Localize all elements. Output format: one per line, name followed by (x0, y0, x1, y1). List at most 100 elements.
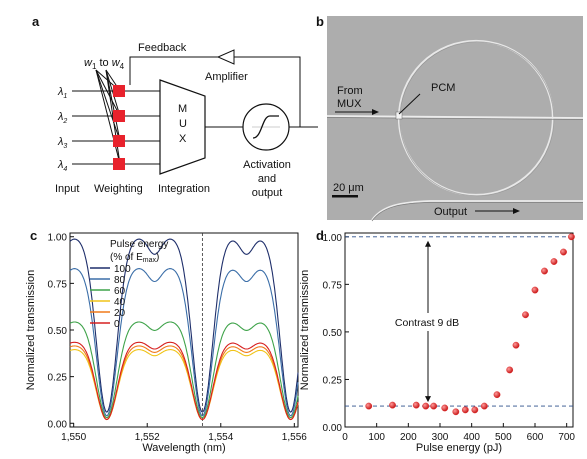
weight-square-3 (113, 135, 125, 147)
c-legend-label-40: 40 (114, 297, 126, 308)
contrast-label-bg (389, 313, 467, 331)
d-xtick-label: 300 (432, 432, 449, 443)
d-ytick-label: 0.75 (323, 280, 343, 291)
d-point (365, 402, 373, 410)
input-wavelengths: λ1 λ2 λ3 λ4 (57, 86, 67, 173)
from-label: From (337, 85, 363, 97)
d-point (422, 402, 430, 410)
lambda-3: λ3 (57, 136, 67, 150)
c-legend-label-80: 80 (114, 275, 126, 286)
mux-letter-m: M (178, 103, 187, 115)
c-series-0 (69, 341, 299, 421)
panel-label-a: a (32, 14, 40, 29)
plot-c-frame (69, 232, 299, 428)
c-xtick-label: 1,556 (282, 432, 307, 443)
lambda-4: λ4 (57, 159, 67, 173)
activation-label: Activation (243, 159, 291, 171)
output-waveguide-shadow (371, 202, 583, 222)
d-point (480, 402, 488, 410)
d-point (512, 341, 520, 349)
weight-square-4 (113, 158, 125, 170)
weight-square-1 (113, 85, 125, 97)
c-xtick-label: 1,554 (208, 432, 233, 443)
bus-waveguide (326, 115, 584, 119)
input-label: Input (55, 183, 79, 195)
c-legend-label-100: 100 (114, 264, 131, 275)
d-point (412, 401, 420, 409)
c-ytick-label: 1.00 (48, 233, 68, 244)
d-point (560, 248, 567, 256)
weight-square-2 (113, 110, 125, 122)
pcm-cell (395, 111, 403, 120)
d-point (568, 233, 575, 241)
c-series-60 (69, 321, 299, 419)
d-ytick-label: 1.00 (323, 233, 343, 244)
d-point (430, 402, 438, 410)
d-xtick-label: 200 (400, 432, 417, 443)
d-point (531, 286, 539, 294)
c-xtick-label: 1,552 (135, 432, 160, 443)
legend-subtitle: (% of Emax) (110, 252, 159, 264)
plot-d-ylabel: Normalized transmission (299, 270, 311, 390)
pcm-pointer (398, 93, 421, 115)
plot-c-ylabel: Normalized transmission (25, 270, 37, 390)
c-ytick-label: 0.25 (48, 373, 68, 384)
d-point (493, 391, 501, 399)
from-mux-arrowhead (372, 109, 379, 115)
d-point (471, 406, 479, 414)
weights-label: w1 to w4 (84, 57, 125, 71)
output-label-b: Output (434, 206, 467, 218)
c-legend-label-20: 20 (114, 308, 126, 319)
mux-label: MUX (337, 98, 362, 110)
d-xtick-label: 500 (495, 432, 512, 443)
plot-c-ticks: 0.00 0.25 0.50 0.75 1.00 1,550 1,552 1,554 1,556 (48, 233, 308, 443)
feedback-label: Feedback (138, 42, 187, 54)
d-ytick-label: 0.25 (323, 375, 343, 386)
bus-waveguide-shadow (326, 117, 584, 120)
c-legend-label-0: 0 (114, 319, 120, 330)
lambda-2: λ2 (57, 111, 67, 125)
plot-d-xlabel: Pulse energy (pJ) (416, 442, 502, 454)
pcm-label: PCM (431, 82, 455, 94)
d-point (461, 406, 469, 414)
contrast-label: Contrast 9 dB (395, 317, 459, 329)
panel-a: a w1 to w4 λ1 λ2 λ3 λ4 (32, 14, 318, 199)
scalebar (332, 195, 358, 198)
c-ytick-label: 0.00 (48, 419, 68, 430)
lambda-1: λ1 (57, 86, 67, 100)
contrast-arrowhead-up (425, 240, 431, 247)
amplifier-label: Amplifier (205, 71, 248, 83)
d-xtick-label: 600 (527, 432, 544, 443)
plot-d-frame (344, 232, 574, 428)
plot-c-xlabel: Wavelength (nm) (142, 442, 225, 454)
d-point (452, 408, 460, 416)
and-label: and (258, 173, 276, 185)
panel-label-d: d (316, 228, 324, 243)
d-ytick-label: 0.50 (323, 328, 343, 339)
sigmoid-icon (252, 115, 279, 139)
scalebar-label: 20 μm (333, 182, 364, 194)
panel-b: b PCM From MUX 20 μm Output (316, 14, 584, 222)
d-xtick-label: 700 (558, 432, 575, 443)
c-legend-label-60: 60 (114, 286, 126, 297)
c-ytick-label: 0.75 (48, 279, 68, 290)
d-point (550, 258, 558, 265)
legend-title: Pulse energy (110, 239, 168, 250)
d-xtick-label: 100 (368, 432, 385, 443)
d-xtick-label: 400 (463, 432, 480, 443)
feedback-line-right (234, 56, 301, 127)
mux-letter-u: U (179, 118, 187, 130)
c-series-80 (69, 268, 299, 417)
panel-d: d 0.00 0.25 0.50 0.75 1.00 0 100 200 300 400 500 60… (299, 228, 575, 454)
d-ytick-label: 0.00 (323, 423, 343, 434)
contrast-arrowhead-down (425, 396, 431, 403)
mux-letter-x: X (179, 133, 187, 145)
d-point (522, 311, 529, 319)
plot-d-reference-lines (345, 236, 573, 407)
c-xtick-label: 1,550 (61, 432, 86, 443)
panel-c: c 0.00 0.25 0.50 0.75 1.00 1,550 1,552 1,554 1,5… (25, 228, 307, 454)
output-label: output (252, 187, 283, 199)
c-ytick-label: 0.50 (48, 326, 68, 337)
plot-c-series (69, 238, 299, 421)
